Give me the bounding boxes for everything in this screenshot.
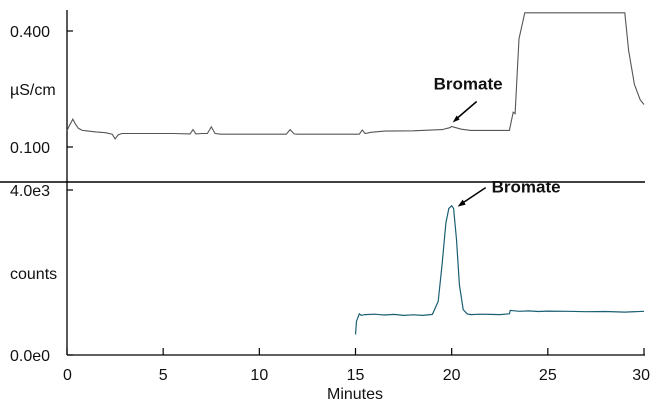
top-panel: 0.400 0.100 µS/cm Bromate — [0, 10, 645, 183]
bottom-y-tick-label: 4.0e3 — [10, 183, 50, 200]
x-tick-label: 10 — [250, 367, 268, 384]
x-tick-label: 5 — [159, 367, 168, 384]
bottom-bromate-annotation: Bromate — [492, 178, 561, 197]
top-y-tick-label: 0.100 — [10, 140, 50, 157]
top-bromate-arrow-head — [452, 115, 460, 123]
top-bromate-arrow-line — [455, 100, 478, 121]
x-tick-label: 15 — [347, 367, 365, 384]
counts-trace — [354, 204, 645, 335]
x-tick-label: 20 — [443, 367, 461, 384]
bottom-panel: 4.0e3 0.0e0 counts 0 5 10 15 20 25 30 Minutes Broma… — [10, 178, 650, 402]
top-bromate-annotation: Bromate — [434, 75, 503, 94]
x-tick-label: 30 — [632, 367, 650, 384]
bottom-y-tick-label: 0.0e0 — [10, 348, 50, 365]
top-y-tick-label: 0.400 — [10, 24, 50, 41]
conductivity-trace — [66, 12, 645, 140]
bottom-bromate-arrow-line — [461, 187, 487, 205]
x-tick-label: 0 — [63, 367, 72, 384]
x-tick-label: 25 — [539, 367, 557, 384]
x-axis-title: Minutes — [327, 386, 383, 402]
bottom-bromate-arrow-head — [457, 199, 466, 207]
top-y-axis-label: µS/cm — [10, 82, 56, 99]
bottom-y-axis-label: counts — [10, 266, 57, 283]
